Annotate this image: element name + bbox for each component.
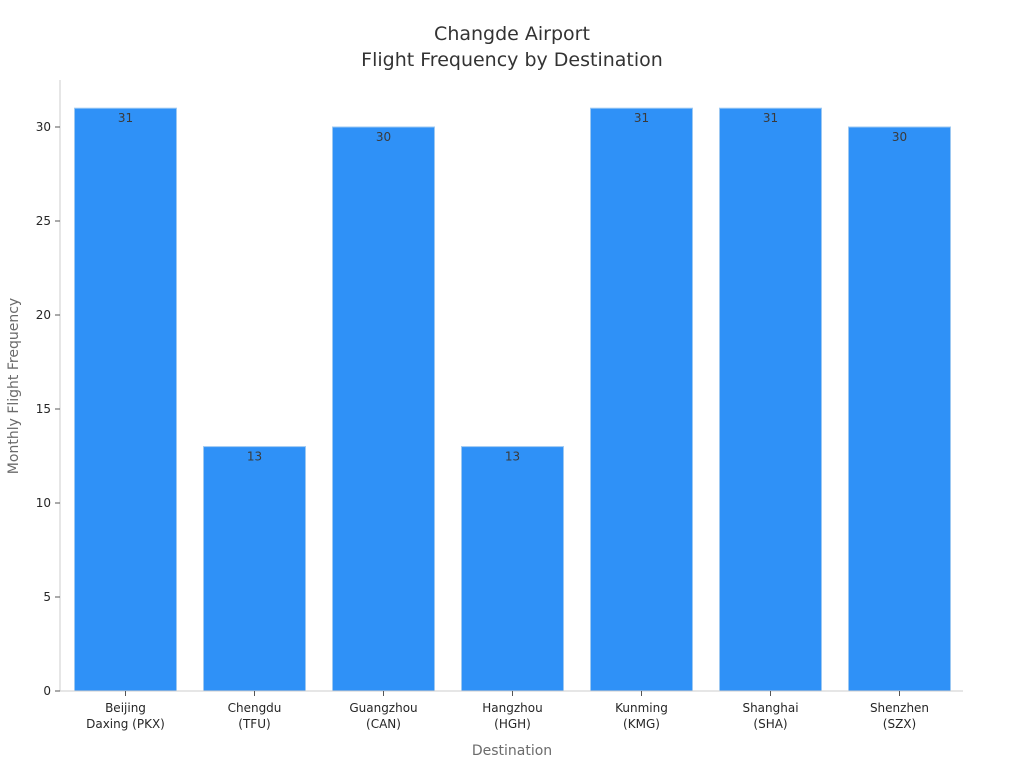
x-tick-label: (SZX)	[883, 717, 916, 731]
data-labels-group: 31 13 30 13 31 31 30	[118, 111, 907, 463]
x-tick-label: Daxing (PKX)	[86, 717, 165, 731]
chart-title-line-2: Flight Frequency by Destination	[361, 49, 663, 71]
bar	[848, 126, 951, 692]
x-tick-label: Beijing	[105, 701, 146, 715]
bar	[719, 107, 822, 692]
x-axis-title: Destination	[472, 743, 552, 759]
y-tick-label: 20	[36, 308, 51, 322]
y-tick-label: 5	[43, 590, 51, 604]
bars-group	[74, 107, 951, 692]
x-tick-label: (KMG)	[623, 717, 660, 731]
bar	[332, 126, 435, 692]
x-tick-label: (TFU)	[238, 717, 270, 731]
data-label: 31	[118, 111, 133, 125]
bar	[590, 107, 693, 692]
bar	[461, 446, 564, 692]
x-tick-label: Kunming	[615, 701, 668, 715]
x-tick-label: (CAN)	[366, 717, 401, 731]
data-label: 31	[634, 111, 649, 125]
x-tick-label: Shanghai	[742, 701, 798, 715]
data-label: 30	[892, 130, 907, 144]
y-tick-label: 25	[36, 214, 51, 228]
x-tick-label: Chengdu	[228, 701, 282, 715]
y-tick-label: 0	[43, 684, 51, 698]
chart-title-line-1: Changde Airport	[434, 23, 590, 45]
y-tick-label: 30	[36, 120, 51, 134]
data-label: 30	[376, 130, 391, 144]
bar	[203, 446, 306, 692]
data-label: 31	[763, 111, 778, 125]
x-tick-label: Hangzhou	[482, 701, 542, 715]
y-ticks-group: 0 5 10 15 20 25 30	[36, 120, 60, 698]
y-axis-title: Monthly Flight Frequency	[6, 298, 22, 474]
x-tick-label: (SHA)	[753, 717, 787, 731]
x-tick-label: Shenzhen	[870, 701, 929, 715]
data-label: 13	[247, 450, 262, 464]
bar	[74, 107, 177, 692]
x-tick-label: (HGH)	[494, 717, 531, 731]
y-tick-label: 10	[36, 496, 51, 510]
data-label: 13	[505, 450, 520, 464]
x-tick-label: Guangzhou	[349, 701, 417, 715]
y-tick-label: 15	[36, 402, 51, 416]
x-ticks-group: Beijing Daxing (PKX) Chengdu (TFU) Guangzhou…	[86, 691, 929, 731]
